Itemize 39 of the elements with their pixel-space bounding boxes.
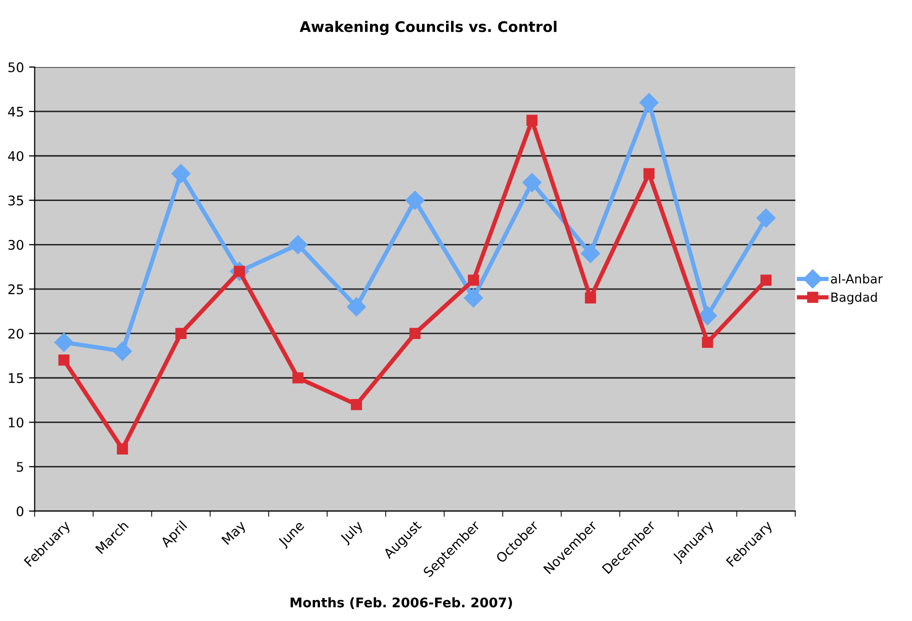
point [760,274,772,286]
point [288,235,308,254]
point [405,190,424,210]
y-tick-label: 35 [8,195,24,206]
y-tick-label: 0 [16,506,24,516]
y-tick-label: 25 [8,284,24,294]
y-tick-label: 45 [8,106,24,117]
y-tick-label: 15 [8,373,24,384]
point [639,93,659,112]
point [464,288,483,308]
legend-label: Bagdad [831,292,877,304]
point [292,372,304,384]
y-tick-label: 40 [8,151,24,162]
legend-label: al-Anbar [830,274,883,284]
point [468,274,480,286]
y-tick-label: 10 [8,418,24,428]
point [175,328,186,340]
point [698,306,718,326]
y-tick-label: 20 [8,328,24,339]
chart-title: Awakening Councils vs. Control [300,20,556,36]
point [54,332,74,352]
point [350,398,362,410]
y-tick-label: 50 [8,62,24,72]
point [346,297,366,316]
x-axis-title: Months (Feb. 2006-Feb. 2007) [290,597,512,609]
point [171,164,190,184]
point [584,292,596,304]
y-tick-label: 5 [16,462,24,472]
point [580,244,600,264]
point [756,208,776,228]
point [409,328,421,340]
point [58,354,70,366]
point [702,336,714,348]
point [116,443,128,454]
point [526,114,538,126]
point [522,172,542,192]
y-tick-label: 30 [8,240,24,250]
point [112,342,132,361]
point [643,168,655,180]
